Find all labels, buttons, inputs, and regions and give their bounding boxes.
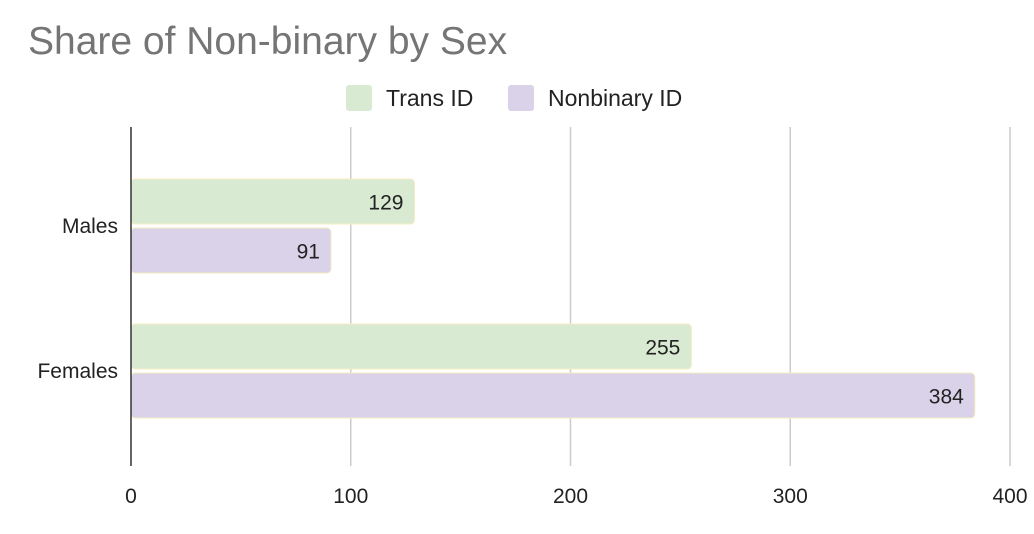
x-tick-label-300: 300 [773, 485, 808, 508]
legend-swatch-nonbinary-id [508, 85, 534, 111]
data-label-males-trans-id: 129 [368, 192, 403, 215]
legend-swatch-trans-id [346, 85, 372, 111]
data-label-males-nonbinary-id: 91 [297, 241, 320, 264]
bar-females-trans-id [130, 323, 692, 370]
data-label-females-nonbinary-id: 384 [929, 386, 964, 409]
legend-label-nonbinary-id: Nonbinary ID [548, 84, 683, 111]
x-tick-label-400: 400 [992, 485, 1027, 508]
x-tick-label-200: 200 [553, 485, 588, 508]
legend-item-trans-id: Trans ID [346, 82, 473, 114]
chart-legend: Trans ID Nonbinary ID [0, 82, 1034, 114]
chart-title: Share of Non-binary by Sex [28, 20, 508, 63]
x-tick-label-0: 0 [125, 485, 137, 508]
x-tick-label-100: 100 [333, 485, 368, 508]
legend-item-nonbinary-id: Nonbinary ID [508, 82, 682, 114]
data-label-females-trans-id: 255 [645, 337, 680, 360]
legend-label-trans-id: Trans ID [386, 84, 474, 111]
bar-females-nonbinary-id [130, 372, 976, 419]
y-category-label-females: Females [37, 360, 118, 383]
y-category-label-males: Males [62, 215, 118, 238]
